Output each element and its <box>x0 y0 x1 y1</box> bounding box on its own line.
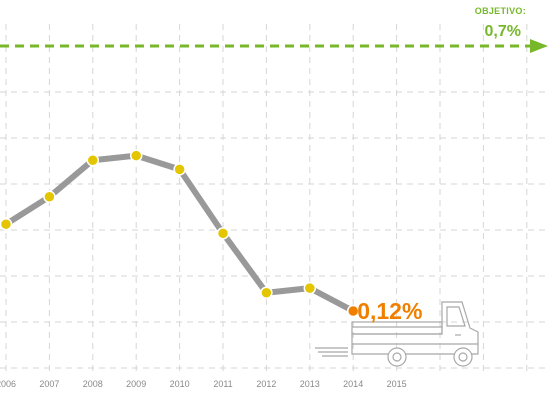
truck-wheel-front <box>453 347 473 367</box>
target-title: OBJETIVO: <box>475 6 526 16</box>
target-value: 0,7% <box>485 23 521 40</box>
x-axis-ticks: 2006 2007 2008 2009 2010 2011 2012 2013 2014 2015 <box>0 379 407 389</box>
x-tick-label: 2007 <box>39 379 59 389</box>
data-point-2007 <box>43 190 56 204</box>
truck-window <box>446 306 466 327</box>
data-point-2006 <box>0 217 13 231</box>
x-tick-label: 2012 <box>256 379 276 389</box>
data-point-2011 <box>216 227 230 240</box>
data-point-2010 <box>173 163 186 176</box>
truck-wheel-rear <box>387 347 407 367</box>
data-point-2013 <box>303 281 317 295</box>
data-point-2009 <box>129 149 143 162</box>
x-tick-label: 2009 <box>126 379 146 389</box>
x-tick-label: 2010 <box>170 379 190 389</box>
data-point-2014 <box>346 304 360 318</box>
x-tick-label: 2008 <box>83 379 103 389</box>
x-tick-label: 2014 <box>343 379 363 389</box>
truck-hub-front <box>458 352 468 362</box>
x-tick-label: 2015 <box>387 379 407 389</box>
x-tick-label: 2006 <box>0 379 16 389</box>
target-arrow-icon <box>530 39 548 53</box>
data-point-2008 <box>86 153 100 167</box>
grid <box>0 24 550 372</box>
x-tick-label: 2013 <box>300 379 320 389</box>
pickup-truck-icon <box>315 301 479 367</box>
truck-hub-rear <box>392 352 402 362</box>
x-tick-label: 2011 <box>213 379 232 389</box>
series <box>0 149 360 318</box>
target-line-group: OBJETIVO: 0,7% <box>0 6 548 53</box>
data-point-2012 <box>260 286 273 299</box>
callout-label: 0,12% <box>357 298 422 324</box>
